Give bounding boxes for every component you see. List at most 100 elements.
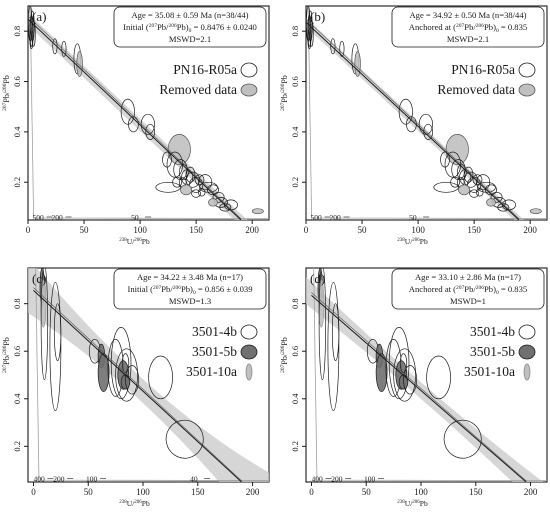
y-tick-label: 0.4: [290, 393, 300, 404]
y-tick-label: 0.4: [12, 126, 22, 137]
regression-line-alt: [33, 287, 242, 482]
annotation-initial-ratio: Initial (207Pb/206Pb)0 = 0.8476 ± 0.0240: [123, 22, 257, 34]
data-ellipse-11: [140, 113, 155, 135]
regression-line: [33, 289, 242, 482]
data-ellipse-37: [172, 176, 182, 188]
x-axis-label: 238U/206Pb: [119, 499, 150, 508]
legend-swatch-1: [240, 83, 258, 97]
panel-label: (a): [32, 9, 46, 24]
annotation-age: Age = 35.08 ± 0.59 Ma (n=38/44): [131, 10, 248, 20]
data-ellipse-29: [490, 191, 503, 203]
regression-line: [306, 21, 520, 220]
y-axis-label: 207Pb/206Pb: [280, 75, 289, 111]
y-tick-label: 0.6: [12, 346, 22, 357]
data-ellipse-8: [76, 50, 83, 77]
data-ellipse-13: [403, 365, 418, 395]
data-ellipse-4: [331, 303, 340, 362]
x-axis-label: 238U/206Pb: [397, 499, 428, 508]
data-ellipse-36: [475, 188, 484, 197]
x-tick-label: 150: [469, 487, 483, 497]
regression-line: [311, 294, 527, 482]
concordia-label-2: 50: [131, 213, 139, 222]
x-tick-label: 100: [414, 487, 428, 497]
plot-frame: [27, 5, 270, 221]
data-ellipse-29: [212, 191, 225, 203]
plot-frame: [27, 267, 270, 483]
legend-label-2: 3501-10a: [186, 364, 237, 379]
annotation-box: [391, 268, 545, 310]
x-tick-label: 0: [26, 225, 31, 235]
legend-swatch-2: [245, 363, 253, 381]
annotation-box: [113, 268, 267, 310]
plot-frame: [305, 5, 548, 221]
x-tick-label: 200: [245, 225, 259, 235]
panel-c: 400 200 100 400 50 100 150 2000.20.40.60.8238U/…: [2, 267, 270, 508]
concordia-label-1: 200: [52, 213, 64, 222]
legend-swatch-0: [240, 324, 258, 340]
data-ellipse-12: [115, 348, 138, 402]
legend-swatch-1: [240, 344, 258, 360]
x-tick-label: 50: [80, 225, 90, 235]
data-ellipse-28: [180, 184, 193, 196]
x-tick-label: 100: [411, 225, 425, 235]
y-axis-label: 207Pb/206Pb: [280, 337, 289, 373]
data-ellipse-4: [29, 28, 34, 50]
annotation-initial-ratio: Initial (207Pb/206Pb)0 = 0.856 ± 0.039: [127, 284, 252, 296]
y-tick-label: 0.6: [290, 76, 300, 87]
legend-label-0: PN16-R05a: [173, 62, 237, 77]
x-tick-label: 150: [191, 487, 205, 497]
legend-swatch-1: [518, 344, 536, 360]
x-tick-label: 50: [358, 225, 368, 235]
data-ellipse-2: [30, 10, 35, 42]
plot-area: [306, 268, 547, 482]
concordia-label-1: 200: [53, 474, 64, 483]
y-tick-label: 0.8: [290, 26, 300, 37]
y-tick-label: 0.8: [12, 298, 22, 309]
data-ellipse-9: [398, 98, 413, 125]
regression-line-alt: [306, 19, 520, 219]
data-ellipse-2: [318, 268, 327, 381]
annotation-mswd: MSWD=2.1: [169, 34, 211, 44]
concordia-label-2: 100: [364, 474, 376, 483]
x-tick-label: 150: [189, 225, 203, 235]
data-ellipse-3: [309, 20, 314, 47]
data-ellipse-35: [529, 208, 542, 215]
data-ellipse-9: [110, 327, 132, 400]
concordia-curve: [313, 268, 547, 481]
concordia-label-0: 500: [310, 213, 322, 222]
data-ellipse-19: [463, 166, 474, 183]
data-ellipse-24: [433, 181, 459, 193]
data-ellipse-37: [450, 176, 460, 188]
panel-d: 400 200 100 0 50 100 150 200 0.2 0.4 0.6 0.8 238U/20…: [280, 267, 548, 508]
data-ellipse-22: [194, 174, 205, 186]
data-ellipse-34: [191, 189, 201, 198]
data-ellipse-28: [458, 184, 471, 196]
legend-label-0: 3501-4b: [470, 324, 515, 339]
data-ellipse-2: [40, 268, 49, 381]
x-tick-label: 50: [362, 487, 372, 497]
annotation-age: Age = 34.22 ± 3.48 Ma (n=17): [137, 272, 243, 282]
data-ellipse-15: [426, 355, 451, 400]
data-ellipse-9: [120, 98, 135, 125]
data-ellipse-6: [339, 40, 345, 57]
concordia-label-2: 50: [409, 213, 417, 222]
data-ellipse-24: [155, 181, 181, 193]
x-tick-label: 100: [133, 225, 147, 235]
x-tick-label: 0: [31, 487, 36, 497]
legend-label-2: 3501-10a: [464, 364, 515, 379]
legend-label-1: 3501-5b: [192, 344, 237, 359]
y-axis-label: 207Pb/206Pb: [2, 75, 11, 111]
concordia-curve: [307, 6, 547, 219]
regression-band: [28, 268, 269, 482]
data-ellipse-25: [476, 174, 491, 191]
data-ellipse-16: [443, 419, 482, 459]
regression-line: [28, 18, 242, 220]
data-ellipse-11: [418, 113, 433, 135]
data-ellipse-16: [165, 419, 204, 459]
data-ellipse-12: [145, 123, 156, 140]
data-ellipse-13: [125, 365, 140, 395]
annotation-box: [113, 6, 267, 48]
concordia-label-0: 400: [33, 474, 45, 483]
annotation-mswd: MSWD=1.3: [169, 296, 211, 306]
legend-swatch-1: [518, 83, 536, 97]
